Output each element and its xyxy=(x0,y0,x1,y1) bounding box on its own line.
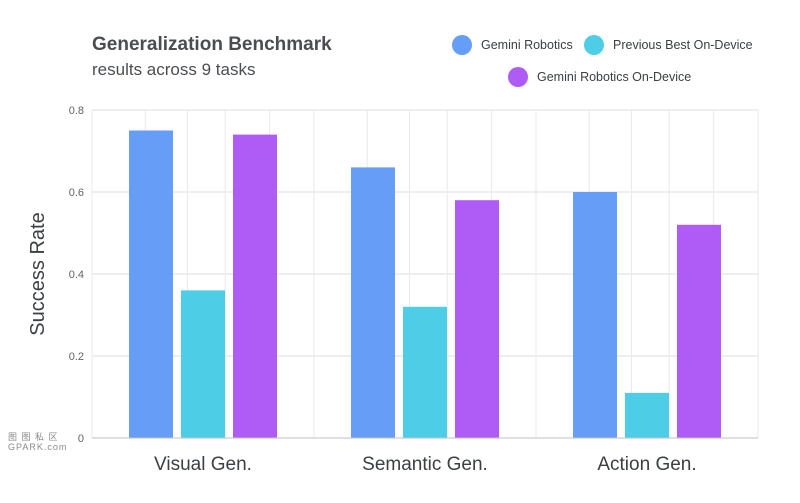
legend-label: Gemini Robotics On-Device xyxy=(537,70,692,84)
y-tick-label: 0.8 xyxy=(69,105,84,117)
chart-title: Generalization Benchmark xyxy=(92,34,332,55)
legend-label: Gemini Robotics xyxy=(481,38,573,52)
legend-label: Previous Best On-Device xyxy=(613,38,753,52)
y-tick-label: 0.2 xyxy=(69,351,84,363)
bar xyxy=(129,130,173,438)
legend-item-previous-best: Previous Best On-Device xyxy=(584,35,753,55)
bar xyxy=(233,134,277,438)
bar xyxy=(625,392,669,438)
legend-swatch xyxy=(452,35,472,55)
x-category-label: Visual Gen. xyxy=(154,454,252,475)
legend-item-gemini-on-device: Gemini Robotics On-Device xyxy=(508,67,691,87)
y-tick-label: 0.6 xyxy=(69,187,84,199)
bar xyxy=(573,192,617,438)
y-axis-label: Success Rate xyxy=(27,212,49,335)
y-tick-label: 0 xyxy=(78,433,84,445)
y-tick-label: 0.4 xyxy=(69,269,84,281)
x-category-label: Action Gen. xyxy=(597,454,696,475)
watermark: 图 图 私 区 GPARK.com xyxy=(8,432,67,452)
legend-swatch xyxy=(508,67,528,87)
bar xyxy=(455,200,499,438)
x-category-label: Semantic Gen. xyxy=(362,454,488,475)
legend-swatch xyxy=(584,35,604,55)
chart-subtitle: results across 9 tasks xyxy=(92,60,256,79)
legend-item-gemini-robotics: Gemini Robotics xyxy=(452,35,573,55)
watermark-line-1: 图 图 私 区 xyxy=(8,432,59,442)
bar xyxy=(677,224,721,438)
bar xyxy=(403,306,447,438)
watermark-line-2: GPARK.com xyxy=(8,442,68,452)
bar xyxy=(351,167,395,438)
bar xyxy=(181,290,225,438)
